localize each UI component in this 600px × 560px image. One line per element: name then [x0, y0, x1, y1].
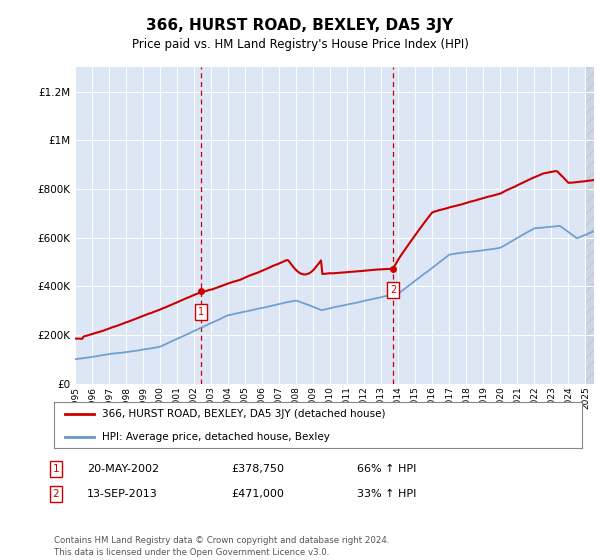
Text: 13-SEP-2013: 13-SEP-2013	[87, 489, 158, 499]
Text: 1: 1	[197, 307, 203, 317]
Text: HPI: Average price, detached house, Bexley: HPI: Average price, detached house, Bexl…	[101, 432, 329, 441]
Point	[196, 287, 205, 296]
Point	[389, 264, 398, 273]
Text: 366, HURST ROAD, BEXLEY, DA5 3JY: 366, HURST ROAD, BEXLEY, DA5 3JY	[146, 18, 454, 32]
Text: 2: 2	[390, 284, 397, 295]
Text: Contains HM Land Registry data © Crown copyright and database right 2024.
This d: Contains HM Land Registry data © Crown c…	[54, 536, 389, 557]
Text: £378,750: £378,750	[231, 464, 284, 474]
Text: 366, HURST ROAD, BEXLEY, DA5 3JY (detached house): 366, HURST ROAD, BEXLEY, DA5 3JY (detach…	[101, 409, 385, 419]
Text: 2: 2	[52, 489, 59, 499]
Text: Price paid vs. HM Land Registry's House Price Index (HPI): Price paid vs. HM Land Registry's House …	[131, 38, 469, 52]
Text: £471,000: £471,000	[231, 489, 284, 499]
Text: 66% ↑ HPI: 66% ↑ HPI	[357, 464, 416, 474]
Text: 1: 1	[52, 464, 59, 474]
Text: 20-MAY-2002: 20-MAY-2002	[87, 464, 159, 474]
Text: 33% ↑ HPI: 33% ↑ HPI	[357, 489, 416, 499]
Bar	[586, 67, 594, 384]
